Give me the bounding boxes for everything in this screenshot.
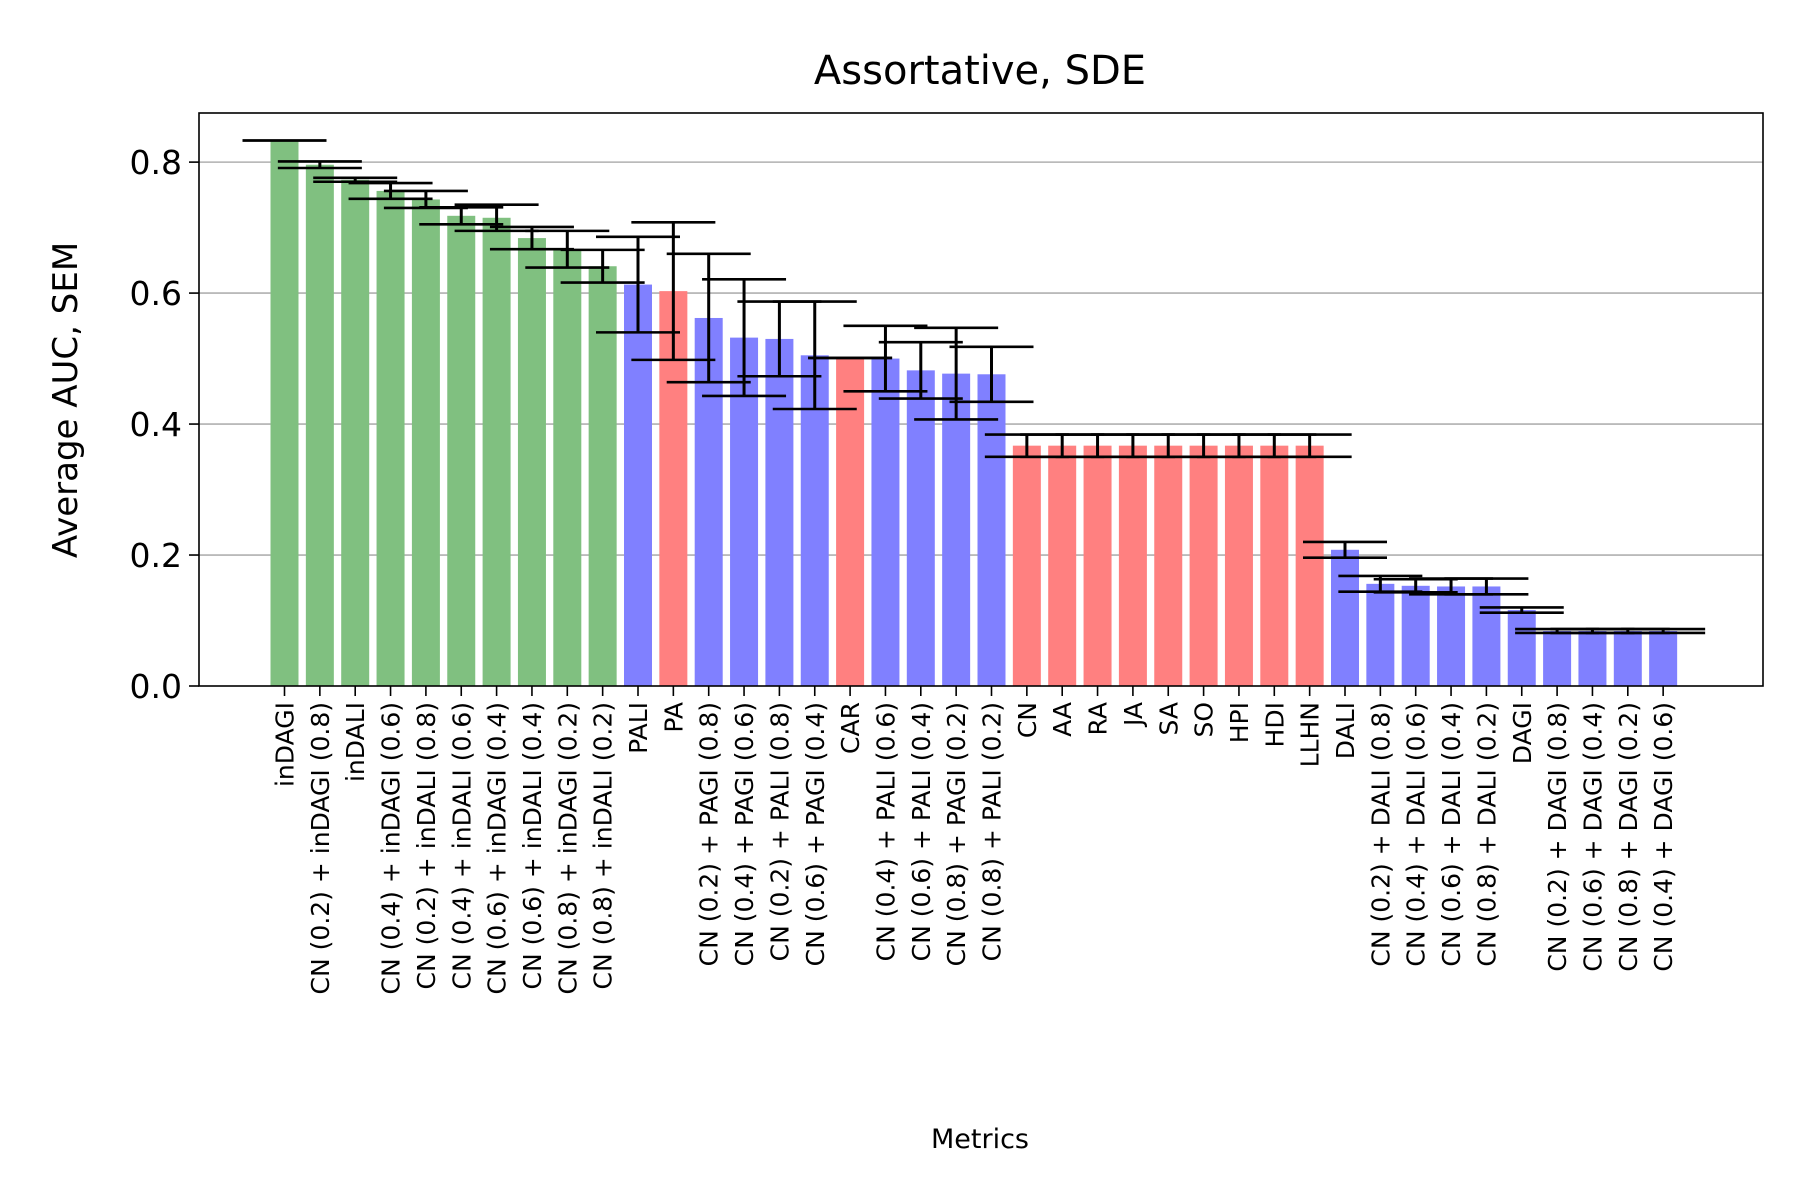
bar	[906, 370, 935, 686]
bar	[836, 357, 865, 686]
x-tick-label: inDAGI	[271, 702, 300, 787]
bar	[517, 238, 546, 687]
bar	[1189, 445, 1218, 686]
x-tick-label: CN (0.8) + PAGI (0.2)	[942, 702, 971, 966]
bar	[588, 266, 617, 686]
x-tick-label: CN (0.2) + inDAGI (0.8)	[306, 702, 335, 994]
bar	[871, 358, 900, 686]
chart-title: Assortative, SDE	[814, 48, 1146, 94]
bar	[1472, 586, 1501, 686]
bar	[270, 140, 299, 686]
bar	[1613, 630, 1642, 686]
bar	[765, 338, 794, 686]
x-tick-label: CN (0.4) + PAGI (0.6)	[730, 702, 759, 966]
bar	[376, 190, 405, 687]
bar	[1507, 610, 1536, 686]
x-tick-label: DALI	[1331, 702, 1360, 759]
error-bars	[242, 139, 1706, 635]
x-tick-label: CN (0.4) + DAGI (0.6)	[1649, 702, 1678, 972]
bar	[942, 373, 971, 686]
bar	[1048, 445, 1077, 686]
x-tick-label: CN (0.6) + PAGI (0.4)	[801, 702, 830, 966]
bar	[447, 215, 476, 687]
bar	[341, 179, 370, 687]
x-tick-label: RA	[1084, 702, 1113, 735]
x-tick-label: LLHN	[1296, 702, 1325, 767]
bar	[1401, 585, 1430, 686]
x-tick-label: CN (0.8) + inDALI (0.2)	[589, 702, 618, 989]
x-tick-label: DAGI	[1508, 702, 1537, 764]
x-tick-label: SO	[1190, 702, 1219, 738]
bar	[1118, 445, 1147, 686]
bars	[270, 140, 1678, 687]
x-tick-label: CN (0.2) + PAGI (0.8)	[695, 702, 724, 966]
bar	[1331, 549, 1359, 686]
bar	[305, 164, 334, 687]
bar	[553, 249, 582, 687]
x-tick-label: inDALI	[341, 702, 370, 782]
x-tick-label: CN (0.6) + PALI (0.4)	[907, 702, 936, 961]
x-tick-label: CN (0.8) + inDAGI (0.2)	[553, 702, 582, 994]
bar	[1437, 586, 1466, 686]
y-axis-ticks: 0.0 0.2 0.4 0.6 0.8	[130, 143, 199, 706]
y-tick-label: 0.4	[130, 405, 182, 444]
bar	[624, 284, 652, 686]
y-axis-label: Average AUC, SEM	[46, 242, 86, 558]
x-tick-label: HPI	[1225, 702, 1254, 743]
x-axis-label: Metrics	[931, 1124, 1029, 1155]
x-tick-label: CN (0.6) + inDALI (0.4)	[518, 702, 547, 989]
x-tick-label: CN	[1013, 702, 1042, 738]
x-tick-label: AA	[1048, 702, 1077, 737]
x-tick-label: CN (0.4) + PALI (0.6)	[871, 702, 900, 961]
x-tick-label: JA	[1119, 702, 1148, 728]
x-tick-label: CN (0.2) + DALI (0.8)	[1366, 702, 1395, 967]
bar	[1260, 445, 1289, 686]
bar	[1154, 445, 1183, 686]
x-tick-label: CN (0.6) + DALI (0.4)	[1437, 702, 1466, 967]
x-tick-label: CAR	[836, 702, 865, 754]
x-axis-ticks: inDAGI CN (0.2) + inDAGI (0.8) inDALI CN (0…	[271, 686, 1678, 994]
x-tick-label: CN (0.4) + inDALI (0.6)	[447, 702, 476, 989]
x-tick-label: CN (0.2) + DAGI (0.8)	[1543, 702, 1572, 972]
x-tick-label: PA	[659, 702, 688, 733]
bar	[1012, 445, 1041, 686]
bar	[1366, 583, 1395, 686]
bar	[1543, 630, 1572, 686]
x-tick-label: CN (0.8) + DAGI (0.2)	[1614, 702, 1643, 972]
y-tick-label: 0.6	[130, 274, 182, 313]
bar	[977, 374, 1006, 686]
bar	[1578, 630, 1607, 686]
bar	[1649, 630, 1678, 686]
x-tick-label: CN (0.2) + PALI (0.8)	[765, 702, 794, 961]
x-tick-label: CN (0.2) + inDALI (0.8)	[412, 702, 441, 989]
bar	[482, 217, 511, 686]
bar	[411, 199, 440, 686]
x-tick-label: CN (0.4) + DALI (0.6)	[1402, 702, 1431, 967]
x-tick-label: CN (0.4) + inDAGI (0.6)	[377, 702, 406, 994]
x-tick-label: SA	[1154, 702, 1183, 735]
x-tick-label: CN (0.6) + inDAGI (0.4)	[483, 702, 512, 994]
y-tick-label: 0.8	[130, 143, 182, 182]
bar	[1295, 445, 1324, 686]
x-tick-label: HDI	[1260, 702, 1289, 747]
bar	[1224, 445, 1253, 686]
x-tick-label: CN (0.8) + PALI (0.2)	[978, 702, 1007, 961]
bar	[1083, 445, 1112, 686]
axes-frame	[198, 112, 1764, 687]
x-tick-label: CN (0.6) + DAGI (0.4)	[1578, 702, 1607, 972]
y-tick-label: 0.2	[130, 536, 182, 575]
x-tick-label: PALI	[624, 702, 653, 754]
bar	[800, 355, 829, 686]
y-tick-label: 0.0	[130, 667, 182, 706]
x-tick-label: CN (0.8) + DALI (0.2)	[1472, 702, 1501, 967]
